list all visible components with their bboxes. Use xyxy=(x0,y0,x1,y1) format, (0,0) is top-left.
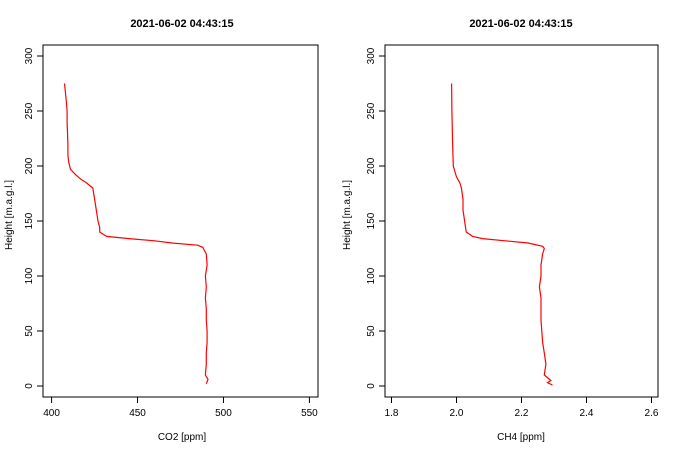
co2-y-tick-label: 300 xyxy=(24,47,35,64)
ch4-x-tick-label: 2.0 xyxy=(450,408,464,419)
ch4-title: 2021-06-02 04:43:15 xyxy=(469,18,572,30)
co2-y-tick-label: 50 xyxy=(24,325,35,337)
ch4-x-tick-label: 2.4 xyxy=(580,408,594,419)
co2-panel: 2021-06-02 04:43:15 CO2 [ppm] Height [m.… xyxy=(4,18,319,443)
co2-y-tick-label: 250 xyxy=(24,102,35,119)
ch4-y-tick-label: 100 xyxy=(366,267,377,284)
ch4-panel: 2021-06-02 04:43:15 CH4 [ppm] Height [m.… xyxy=(342,18,659,443)
co2-x-tick-label: 500 xyxy=(215,408,232,419)
co2-y-tick-label: 150 xyxy=(24,212,35,229)
co2-y-tick-label: 200 xyxy=(24,157,35,174)
co2-x-tick-label: 550 xyxy=(301,408,318,419)
ch4-y-tick-label: 0 xyxy=(366,383,377,389)
co2-x-tick-label: 400 xyxy=(43,408,60,419)
ch4-profile-line xyxy=(451,83,553,386)
co2-xlabel: CO2 [ppm] xyxy=(158,432,207,443)
ch4-x-tick-label: 1.8 xyxy=(385,408,399,419)
ch4-ylabel: Height [m.a.g.l.] xyxy=(342,180,353,250)
co2-series xyxy=(63,83,209,385)
co2-x-ticks: 400 450 500 550 xyxy=(43,396,318,419)
co2-y-tick-label: 100 xyxy=(24,267,35,284)
ch4-y-ticks: 0 50 100 150 200 250 300 xyxy=(366,47,386,389)
co2-y-tick-label: 0 xyxy=(24,383,35,389)
ch4-xlabel: CH4 [ppm] xyxy=(497,432,545,443)
ch4-series xyxy=(451,83,553,386)
ch4-y-tick-label: 50 xyxy=(366,325,377,337)
co2-y-ticks: 0 50 100 150 200 250 300 xyxy=(24,47,44,389)
co2-x-tick-label: 450 xyxy=(129,408,146,419)
ch4-y-tick-label: 150 xyxy=(366,212,377,229)
ch4-x-ticks: 1.8 2.0 2.2 2.4 2.6 xyxy=(385,396,659,419)
co2-profile-line xyxy=(63,83,209,385)
ch4-y-tick-label: 300 xyxy=(366,47,377,64)
ch4-x-tick-label: 2.6 xyxy=(645,408,659,419)
ch4-x-tick-label: 2.2 xyxy=(515,408,529,419)
ch4-y-tick-label: 250 xyxy=(366,102,377,119)
ch4-y-tick-label: 200 xyxy=(366,157,377,174)
co2-title: 2021-06-02 04:43:15 xyxy=(130,18,233,30)
co2-ylabel: Height [m.a.g.l.] xyxy=(4,180,15,250)
